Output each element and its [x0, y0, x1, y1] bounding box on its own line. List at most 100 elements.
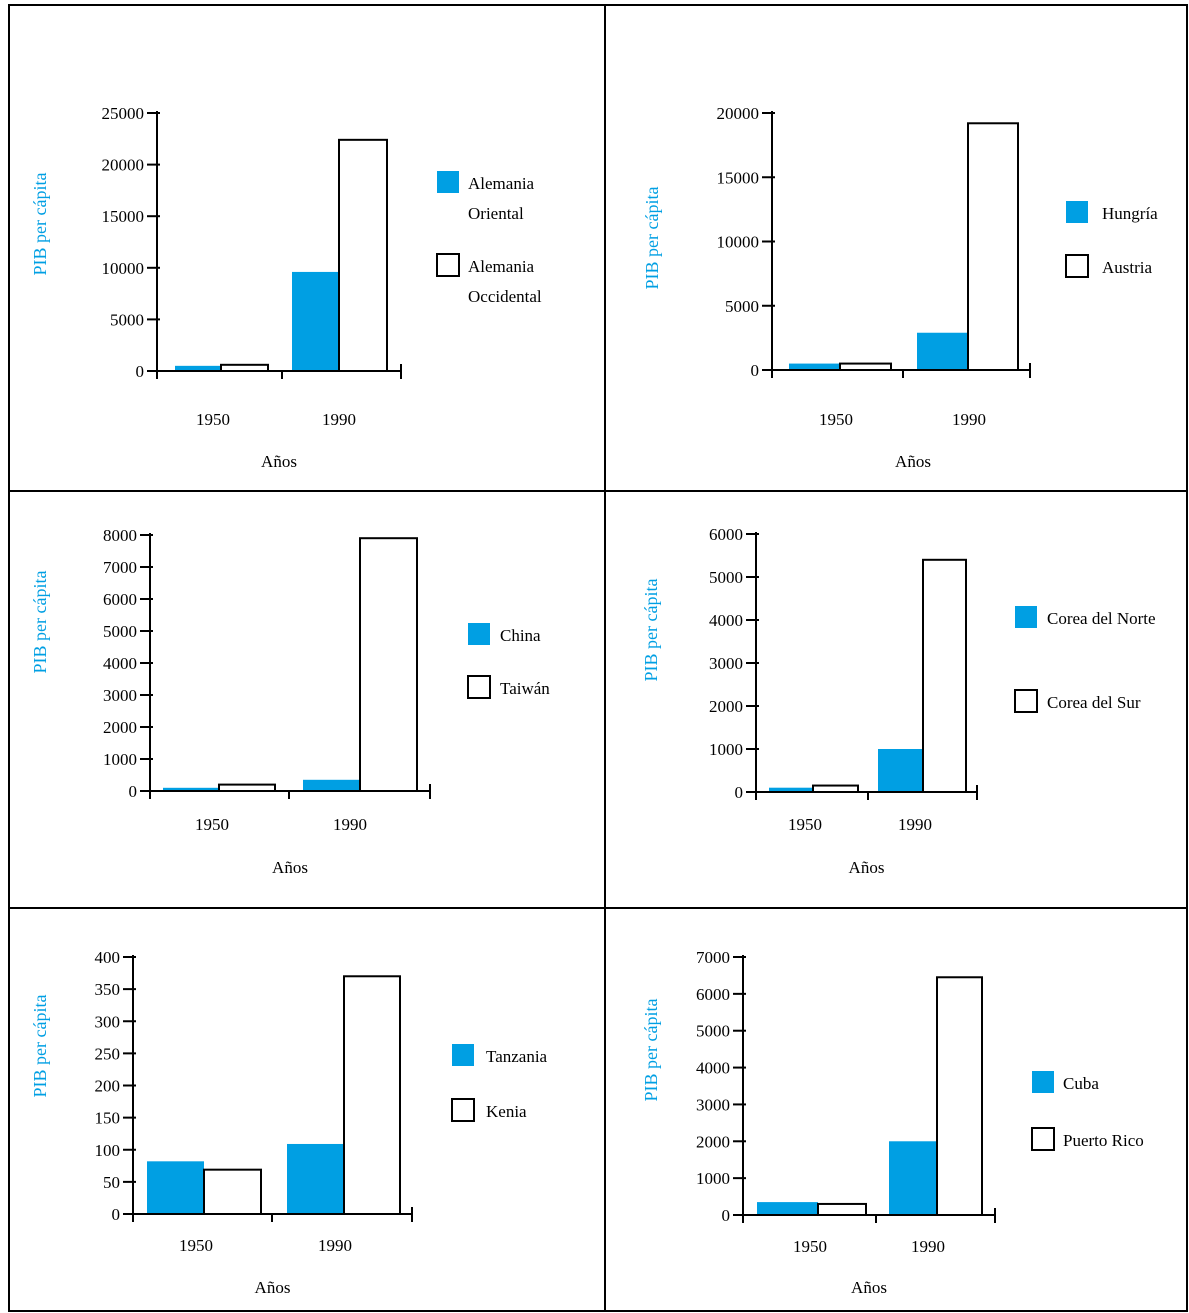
y-tick-label: 250 [95, 1044, 121, 1063]
y-tick-label: 150 [95, 1109, 121, 1128]
chart-panel-2: 0 5000 10000 15000 20000 1950 1990 Años PIB per … [642, 104, 1158, 471]
x-tick-label: 1950 [793, 1237, 827, 1256]
y-axis-title: PIB per cápita [641, 579, 661, 682]
y-tick-label: 20000 [102, 156, 145, 175]
y-tick-label: 4000 [103, 654, 137, 673]
legend-swatch [451, 1098, 475, 1122]
y-tick-label: 3000 [709, 654, 743, 673]
x-axis-title: Años [851, 1278, 887, 1297]
legend-swatch [1015, 606, 1037, 628]
x-tick-label: 1950 [196, 410, 230, 429]
x-tick-label: 1990 [952, 410, 986, 429]
legend-label: Corea del Norte [1047, 609, 1156, 628]
bar-corea-del-sur-1990 [922, 558, 967, 793]
y-tick-label: 2000 [696, 1132, 730, 1151]
x-tick-label: 1990 [898, 815, 932, 834]
legend-swatch [468, 623, 490, 645]
bar-hungría-1990 [917, 332, 968, 370]
y-tick-label: 2000 [709, 697, 743, 716]
bar-corea-del-norte-1950 [769, 787, 813, 792]
y-tick-label: 5000 [709, 568, 743, 587]
y-tick-label: 1000 [709, 740, 743, 759]
bar-austria-1990 [967, 122, 1019, 371]
y-tick-label: 350 [95, 980, 121, 999]
y-tick-label: 7000 [103, 558, 137, 577]
y-tick-label: 0 [129, 782, 138, 801]
y-tick-label: 300 [95, 1012, 121, 1031]
chart-panel-5: 0 50 100 150 200 250 300 350 400 1950 1990 Años PIB … [30, 948, 548, 1297]
legend-label: China [500, 626, 541, 645]
x-tick-label: 1990 [911, 1237, 945, 1256]
legend-label: Alemania [468, 257, 535, 276]
legend-swatch [437, 171, 459, 193]
y-tick-label: 5000 [725, 297, 759, 316]
x-axis-title: Años [255, 1278, 291, 1297]
bar-hungría-1950 [789, 363, 840, 370]
y-tick-label: 10000 [102, 259, 145, 278]
bar-tanzania-1990 [287, 1143, 344, 1214]
y-tick-label: 10000 [717, 233, 760, 252]
legend-label: Kenia [486, 1102, 527, 1121]
x-tick-label: 1990 [318, 1236, 352, 1255]
x-axis-title: Años [895, 452, 931, 471]
y-tick-label: 1000 [696, 1169, 730, 1188]
x-tick-label: 1950 [179, 1236, 213, 1255]
bar-tanzania-1950 [147, 1161, 204, 1214]
y-tick-label: 3000 [696, 1095, 730, 1114]
y-tick-label: 50 [103, 1173, 120, 1192]
y-tick-label: 6000 [709, 525, 743, 544]
y-tick-label: 3000 [103, 686, 137, 705]
y-tick-label: 0 [722, 1206, 731, 1225]
x-axis-title: Años [849, 858, 885, 877]
y-tick-label: 25000 [102, 104, 145, 123]
y-tick-label: 5000 [696, 1022, 730, 1041]
y-tick-label: 15000 [102, 207, 145, 226]
y-axis-title: PIB per cápita [641, 999, 661, 1102]
legend-label: Occidental [468, 287, 542, 306]
y-axis-title: PIB per cápita [642, 187, 662, 290]
y-tick-label: 4000 [709, 611, 743, 630]
chart-panel-6: 0 1000 2000 3000 4000 5000 6000 7000 1950 1990 Año… [641, 948, 1144, 1297]
y-tick-label: 7000 [696, 948, 730, 967]
x-tick-label: 1950 [788, 815, 822, 834]
bar-cuba-1990 [889, 1141, 937, 1215]
bar-china-1950 [163, 787, 219, 791]
y-tick-label: 8000 [103, 526, 137, 545]
y-tick-label: 5000 [110, 310, 144, 329]
bar-corea-del-norte-1990 [878, 749, 923, 792]
legend-swatch [467, 675, 491, 699]
x-axis-title: Años [272, 858, 308, 877]
legend: Cuba Puerto Rico [1031, 1071, 1144, 1151]
bar-puerto-rico-1990 [936, 976, 983, 1216]
y-tick-label: 0 [112, 1205, 121, 1224]
y-axis-title: PIB per cápita [30, 995, 50, 1098]
legend-label: Austria [1102, 258, 1153, 277]
bar-alemania-oriental-1950 [175, 365, 221, 371]
legend: Tanzania Kenia [451, 1044, 548, 1122]
legend-swatch [1032, 1071, 1054, 1093]
legend-label: Cuba [1063, 1074, 1099, 1093]
y-tick-label: 0 [136, 362, 145, 381]
legend: China Taiwán [467, 623, 550, 699]
y-tick-label: 2000 [103, 718, 137, 737]
figure-frame [8, 4, 1188, 1312]
legend-label: Corea del Sur [1047, 693, 1141, 712]
chart-panel-4: 0 1000 2000 3000 4000 5000 6000 1950 1990 Años PIB… [641, 525, 1156, 877]
chart-panel-3: 0 1000 2000 3000 4000 5000 6000 7000 8000 1950 199… [30, 526, 550, 877]
bar-alemania-oriental-1990 [292, 271, 339, 371]
legend-label: Tanzania [486, 1047, 548, 1066]
legend-swatch [436, 253, 460, 277]
bar-taiwán-1990 [359, 537, 418, 793]
y-tick-label: 100 [95, 1141, 121, 1160]
y-tick-label: 1000 [103, 750, 137, 769]
legend-swatch [1014, 689, 1038, 713]
legend-label: Alemania [468, 174, 535, 193]
x-tick-label: 1990 [333, 815, 367, 834]
legend-label: Puerto Rico [1063, 1131, 1144, 1150]
legend-label: Oriental [468, 204, 524, 223]
x-tick-label: 1990 [322, 410, 356, 429]
bar-china-1990 [303, 779, 360, 791]
bar-puerto-rico-1950 [817, 1202, 867, 1217]
y-tick-label: 0 [735, 783, 744, 802]
